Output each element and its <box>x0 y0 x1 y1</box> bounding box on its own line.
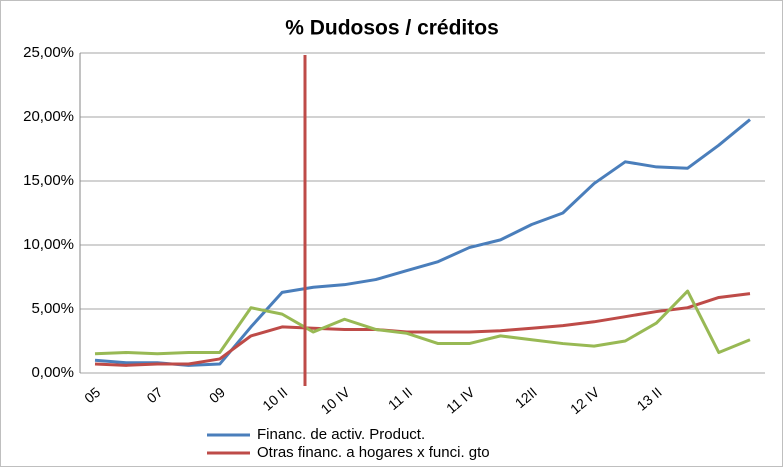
legend-label: Otras financ. a hogares x funci. gto <box>257 444 490 461</box>
y-tick-label: 5,00% <box>31 300 74 317</box>
y-tick-label: 15,00% <box>23 172 74 189</box>
series-line <box>94 118 751 367</box>
y-tick-label: 0,00% <box>31 364 74 381</box>
chart-title: % Dudosos / créditos <box>285 17 499 40</box>
y-tick-label: 25,00% <box>23 44 74 61</box>
legend-label: Financ. de activ. Product. <box>257 426 425 443</box>
y-tick-label: 10,00% <box>23 236 74 253</box>
series-line <box>94 292 751 367</box>
y-tick-label: 20,00% <box>23 108 74 125</box>
series-line <box>94 289 751 356</box>
